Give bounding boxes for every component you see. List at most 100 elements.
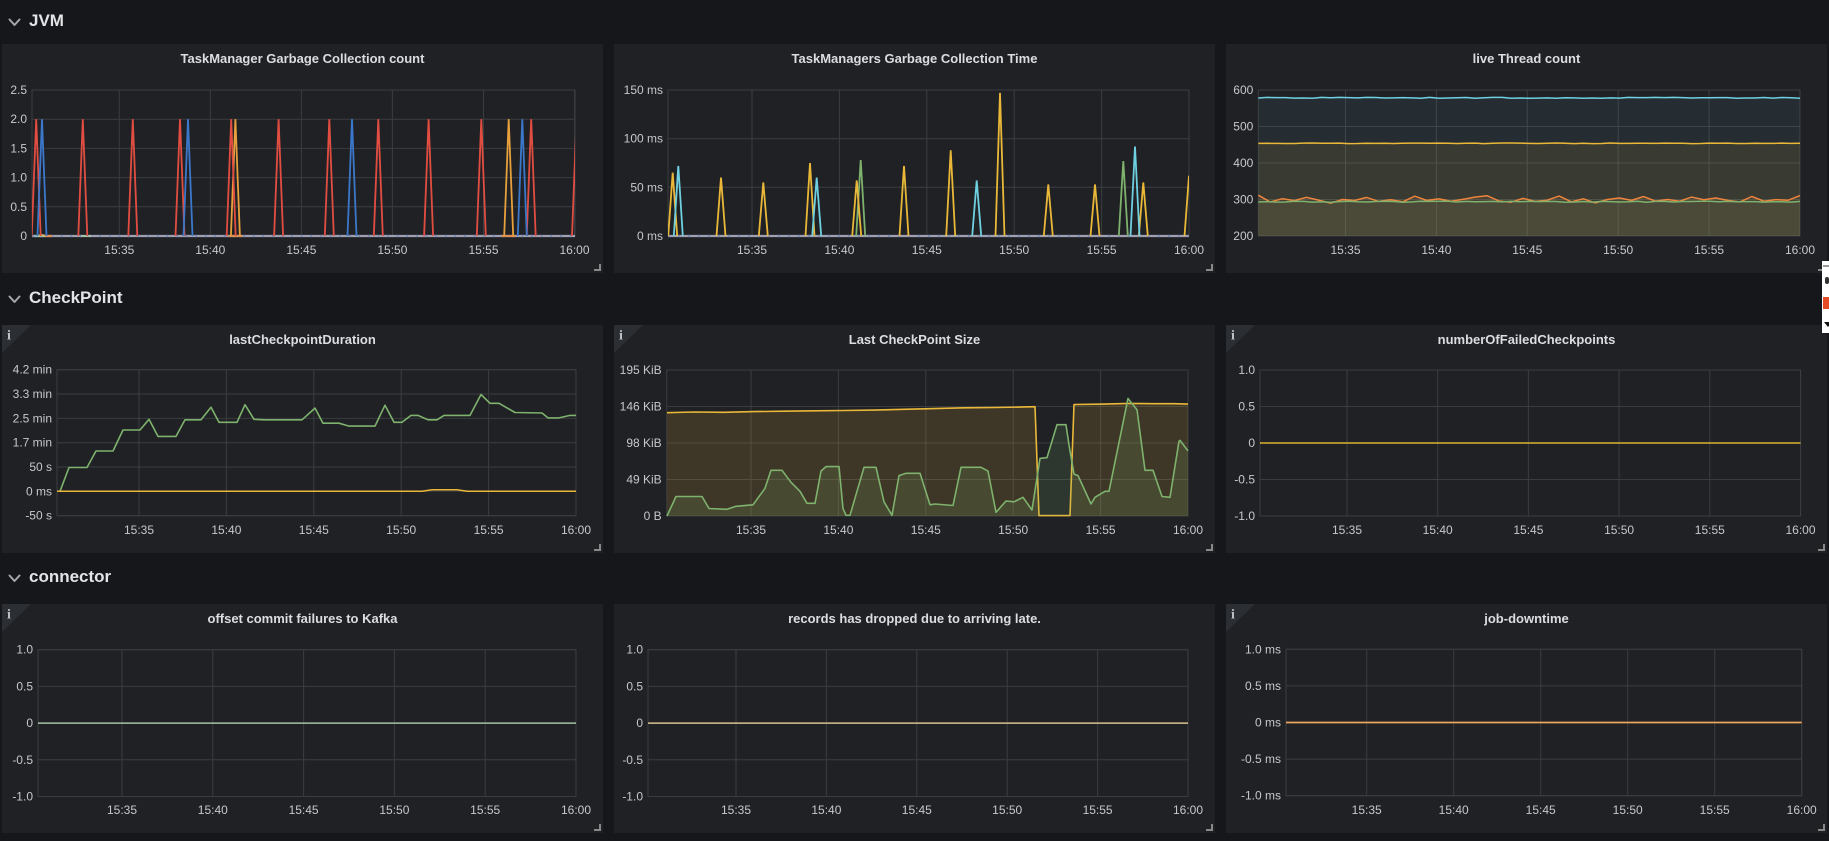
svg-text:15:40: 15:40 (1423, 523, 1453, 537)
svg-text:600: 600 (1233, 83, 1253, 97)
svg-text:i: i (7, 329, 11, 344)
svg-text:-1.0 ms: -1.0 ms (1241, 789, 1281, 803)
svg-text:15:55: 15:55 (1087, 243, 1117, 257)
svg-text:15:55: 15:55 (1083, 803, 1113, 817)
svg-text:i: i (619, 329, 623, 344)
svg-text:0.5: 0.5 (16, 679, 33, 693)
svg-text:15:45: 15:45 (1513, 523, 1543, 537)
svg-text:15:50: 15:50 (992, 803, 1022, 817)
svg-text:-0.5: -0.5 (622, 753, 643, 767)
svg-text:15:35: 15:35 (1332, 523, 1362, 537)
svg-text:0 B: 0 B (644, 509, 662, 523)
svg-text:15:50: 15:50 (1603, 243, 1633, 257)
svg-text:400: 400 (1233, 156, 1253, 170)
svg-text:15:35: 15:35 (736, 523, 766, 537)
svg-text:0 ms: 0 ms (637, 229, 663, 243)
svg-text:15:40: 15:40 (1421, 243, 1451, 257)
svg-text:16:00: 16:00 (1173, 523, 1203, 537)
svg-text:15:40: 15:40 (1439, 803, 1469, 817)
svg-text:15:45: 15:45 (289, 803, 319, 817)
svg-text:-0.5: -0.5 (12, 753, 33, 767)
svg-text:i: i (1231, 608, 1235, 623)
svg-text:2.5 min: 2.5 min (13, 411, 52, 425)
svg-text:1.0 ms: 1.0 ms (1245, 642, 1281, 656)
svg-text:15:45: 15:45 (299, 523, 329, 537)
svg-text:2.0: 2.0 (10, 112, 27, 126)
svg-text:15:40: 15:40 (811, 803, 841, 817)
svg-text:15:50: 15:50 (1613, 803, 1643, 817)
svg-text:1.0: 1.0 (10, 171, 27, 185)
svg-text:15:55: 15:55 (1695, 523, 1725, 537)
svg-text:200: 200 (1233, 229, 1253, 243)
svg-text:0.5 ms: 0.5 ms (1245, 679, 1281, 693)
svg-text:0.5: 0.5 (1238, 400, 1255, 414)
svg-text:0: 0 (26, 716, 33, 730)
svg-text:16:00: 16:00 (1785, 243, 1815, 257)
svg-text:-0.5 ms: -0.5 ms (1241, 752, 1281, 766)
svg-text:50 ms: 50 ms (630, 180, 663, 194)
svg-text:i: i (7, 608, 11, 623)
svg-text:146 KiB: 146 KiB (620, 400, 662, 414)
svg-text:1.0: 1.0 (1238, 363, 1255, 377)
svg-text:15:50: 15:50 (1604, 523, 1634, 537)
svg-text:15:45: 15:45 (1526, 803, 1556, 817)
svg-text:-0.5: -0.5 (1234, 473, 1255, 487)
svg-text:0 ms: 0 ms (1255, 716, 1281, 730)
svg-text:15:35: 15:35 (721, 803, 751, 817)
svg-text:100 ms: 100 ms (624, 132, 663, 146)
svg-text:15:35: 15:35 (104, 243, 134, 257)
svg-text:0.5: 0.5 (626, 679, 643, 693)
svg-text:49 KiB: 49 KiB (626, 473, 661, 487)
svg-text:15:35: 15:35 (107, 803, 137, 817)
svg-text:1.5: 1.5 (10, 141, 27, 155)
svg-text:15:35: 15:35 (1330, 243, 1360, 257)
svg-text:15:55: 15:55 (470, 803, 500, 817)
svg-text:15:40: 15:40 (195, 243, 225, 257)
svg-text:15:55: 15:55 (1700, 803, 1730, 817)
svg-text:-1.0: -1.0 (1234, 509, 1255, 523)
svg-text:15:55: 15:55 (1086, 523, 1116, 537)
svg-text:16:00: 16:00 (1174, 243, 1204, 257)
svg-text:4.2 min: 4.2 min (13, 363, 52, 377)
svg-text:15:45: 15:45 (902, 803, 932, 817)
svg-text:15:50: 15:50 (377, 243, 407, 257)
svg-text:3.3 min: 3.3 min (13, 387, 52, 401)
svg-text:15:35: 15:35 (1352, 803, 1382, 817)
svg-text:15:40: 15:40 (198, 803, 228, 817)
svg-text:15:40: 15:40 (824, 243, 854, 257)
svg-text:0: 0 (20, 229, 27, 243)
svg-text:15:50: 15:50 (998, 523, 1028, 537)
svg-text:195 KiB: 195 KiB (620, 363, 662, 377)
svg-text:16:00: 16:00 (1785, 523, 1815, 537)
svg-text:15:40: 15:40 (823, 523, 853, 537)
svg-text:0 ms: 0 ms (26, 484, 52, 498)
svg-text:1.0: 1.0 (16, 643, 33, 657)
svg-text:16:00: 16:00 (1173, 803, 1203, 817)
svg-text:16:00: 16:00 (561, 803, 591, 817)
svg-text:98 KiB: 98 KiB (626, 436, 661, 450)
svg-text:15:55: 15:55 (1694, 243, 1724, 257)
svg-text:2.5: 2.5 (10, 83, 27, 97)
svg-text:500: 500 (1233, 120, 1253, 134)
svg-text:15:50: 15:50 (999, 243, 1029, 257)
svg-text:0: 0 (1248, 436, 1255, 450)
svg-text:i: i (1231, 329, 1235, 344)
svg-text:-1.0: -1.0 (622, 790, 643, 804)
svg-text:16:00: 16:00 (1787, 803, 1817, 817)
svg-text:16:00: 16:00 (559, 243, 589, 257)
svg-text:-1.0: -1.0 (12, 790, 33, 804)
svg-text:15:45: 15:45 (286, 243, 316, 257)
svg-text:15:35: 15:35 (124, 523, 154, 537)
svg-text:15:40: 15:40 (211, 523, 241, 537)
svg-text:-50 s: -50 s (25, 509, 52, 523)
svg-text:150 ms: 150 ms (624, 83, 663, 97)
svg-text:50 s: 50 s (29, 460, 52, 474)
svg-text:15:50: 15:50 (386, 523, 416, 537)
svg-text:300: 300 (1233, 193, 1253, 207)
svg-text:15:55: 15:55 (468, 243, 498, 257)
svg-text:0: 0 (636, 716, 643, 730)
svg-text:15:55: 15:55 (474, 523, 504, 537)
svg-text:1.7 min: 1.7 min (13, 436, 52, 450)
svg-text:0.5: 0.5 (10, 200, 27, 214)
svg-text:1.0: 1.0 (626, 643, 643, 657)
